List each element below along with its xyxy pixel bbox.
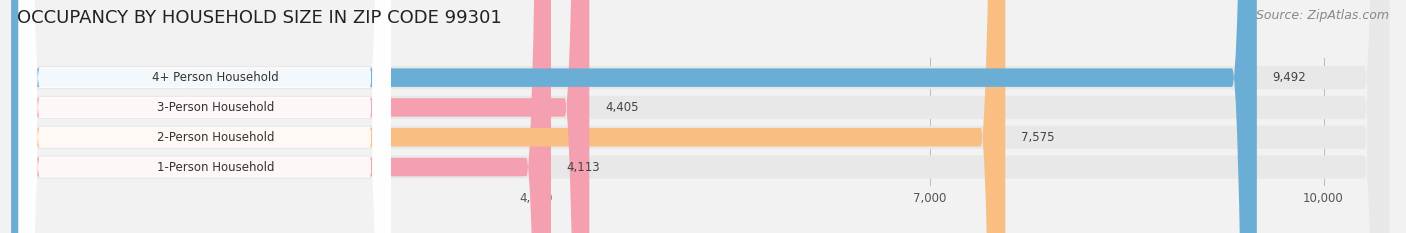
Text: 4,113: 4,113 <box>567 161 600 174</box>
FancyBboxPatch shape <box>11 0 1389 233</box>
FancyBboxPatch shape <box>11 0 1257 233</box>
Text: 4+ Person Household: 4+ Person Household <box>152 71 280 84</box>
FancyBboxPatch shape <box>18 0 391 233</box>
Text: 7,575: 7,575 <box>1021 131 1054 144</box>
FancyBboxPatch shape <box>11 0 1389 233</box>
Text: Source: ZipAtlas.com: Source: ZipAtlas.com <box>1256 9 1389 22</box>
FancyBboxPatch shape <box>11 0 589 233</box>
Text: 2-Person Household: 2-Person Household <box>157 131 274 144</box>
Text: 3-Person Household: 3-Person Household <box>157 101 274 114</box>
Text: 1-Person Household: 1-Person Household <box>157 161 274 174</box>
Text: 9,492: 9,492 <box>1272 71 1306 84</box>
Text: OCCUPANCY BY HOUSEHOLD SIZE IN ZIP CODE 99301: OCCUPANCY BY HOUSEHOLD SIZE IN ZIP CODE … <box>17 9 502 27</box>
FancyBboxPatch shape <box>18 0 391 233</box>
FancyBboxPatch shape <box>11 0 551 233</box>
Text: 4,405: 4,405 <box>605 101 638 114</box>
FancyBboxPatch shape <box>11 0 1389 233</box>
FancyBboxPatch shape <box>18 0 391 233</box>
FancyBboxPatch shape <box>18 0 391 233</box>
FancyBboxPatch shape <box>11 0 1005 233</box>
FancyBboxPatch shape <box>11 0 1389 233</box>
